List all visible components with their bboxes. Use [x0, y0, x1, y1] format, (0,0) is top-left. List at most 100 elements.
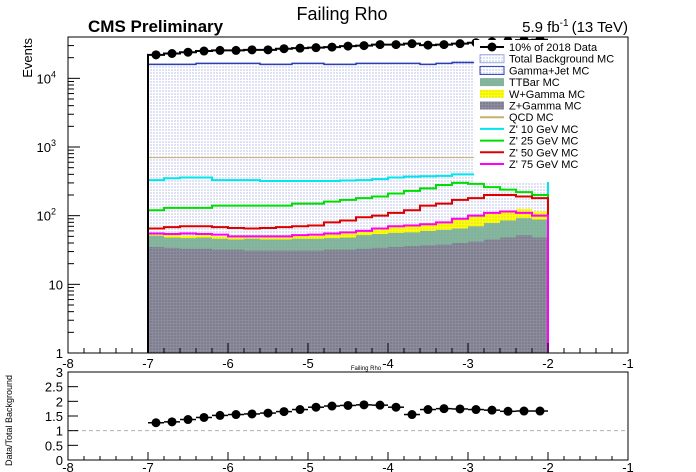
gammajet-legend-label: Gamma+Jet MC — [509, 65, 589, 77]
ratio-x-tick-label: -6 — [222, 460, 234, 472]
ratio-point — [439, 404, 449, 414]
lumi-value: 5.9 fb — [522, 19, 560, 36]
x-axis-title: Failing Rho — [351, 366, 382, 372]
zp10-legend-label: Z' 10 GeV MC — [509, 124, 578, 136]
zgamma-bar — [244, 250, 260, 353]
ratio-point — [503, 406, 513, 416]
data-point — [327, 42, 337, 52]
zgamma-bar — [340, 249, 356, 353]
zp50-legend-label: Z' 50 GeV MC — [509, 147, 578, 159]
zgamma-bar — [500, 237, 516, 353]
zp75-legend-label: Z' 75 GeV MC — [509, 159, 578, 171]
total_bkg-legend-label: Total Background MC — [509, 54, 614, 66]
ratio-point — [215, 410, 225, 420]
zgamma-legend-label: Z+Gamma MC — [509, 101, 581, 113]
ratio-point — [375, 400, 385, 410]
y-tick-label: 102 — [37, 207, 56, 224]
zgamma-bar — [308, 250, 324, 353]
ratio-point — [471, 405, 481, 415]
wgamma-legend-label: W+Gamma MC — [509, 89, 585, 101]
x-tick-label: -2 — [542, 356, 554, 371]
zgamma-bar — [180, 248, 196, 353]
zgamma-bar — [260, 250, 276, 353]
data-point — [391, 40, 401, 50]
x-tick-label: -5 — [302, 356, 314, 371]
ratio-plot-panel: 00.511.522.53 -8 -7 -6 -5 -4 -3 -2 -1 Data/Total … — [4, 365, 634, 472]
data-point — [183, 47, 193, 57]
y-tick-label: 1 — [56, 346, 63, 361]
y-tick-label: 104 — [37, 69, 56, 86]
data-point — [215, 45, 225, 55]
ratio-y-tick-label: 0 — [56, 453, 63, 468]
data-point — [199, 46, 209, 56]
ratio-x-tick-label: -2 — [542, 460, 554, 472]
data-point — [343, 41, 353, 51]
gammajet-legend-symbol — [479, 65, 505, 75]
zp25-legend-label: Z' 25 GeV MC — [509, 136, 578, 148]
zgamma-bar — [164, 247, 180, 353]
ratio-y-tick-label: 0.5 — [45, 438, 63, 453]
ratio-y-tick-label: 2 — [56, 394, 63, 409]
ratio-x-tick-label: -1 — [622, 460, 634, 472]
data-point — [151, 50, 161, 60]
data-point — [359, 41, 369, 51]
y-tick-label: 10 — [49, 277, 63, 292]
ratio-y-tick-label: 1 — [56, 424, 63, 439]
zgamma-bar — [468, 241, 484, 353]
y-tick-exp: 3 — [51, 138, 56, 148]
y-axis-title: Events — [20, 38, 35, 78]
ratio-y-axis-title: Data/Total Background — [4, 375, 14, 466]
ratio-point — [407, 410, 417, 420]
data-point — [439, 40, 449, 50]
zp75-line — [147, 210, 549, 353]
zgamma-bar — [404, 246, 420, 353]
zgamma-legend-symbol — [480, 101, 504, 110]
ratio-point — [199, 412, 209, 422]
y-tick-exp: 4 — [51, 69, 56, 79]
data-point — [247, 45, 257, 55]
lumi-label: 5.9 fb-1 (13 TeV) — [522, 18, 628, 36]
ratio-x-tick-label: -5 — [302, 460, 314, 472]
legend-box — [474, 40, 626, 182]
data-point — [311, 43, 321, 53]
ratio-x-tick-label: -3 — [462, 460, 474, 472]
zgamma-bar — [420, 245, 436, 353]
zgamma-bar — [196, 248, 212, 353]
ratio-point — [423, 405, 433, 415]
ratio-point — [263, 408, 273, 418]
y-tick-base: 10 — [37, 140, 51, 155]
zgamma-bar — [372, 247, 388, 353]
x-tick-label: -4 — [382, 356, 394, 371]
ttbar-legend-label: TTBar MC — [509, 77, 560, 89]
data-point — [423, 40, 433, 50]
ratio-point — [343, 400, 353, 410]
chart-title: Failing Rho — [296, 4, 387, 24]
data-legend-symbol — [480, 42, 504, 52]
ratio-point — [487, 405, 497, 415]
lumi-exponent: -1 — [560, 18, 569, 29]
ratio-x-tick-label: -4 — [382, 460, 394, 472]
total_bkg-legend-symbol — [479, 54, 505, 64]
ratio-point — [183, 415, 193, 425]
zgamma-bar — [388, 246, 404, 353]
x-tick-label: -1 — [622, 356, 634, 371]
ratio-point — [151, 418, 161, 428]
experiment-label: CMS Preliminary — [88, 17, 224, 36]
ratio-point — [535, 406, 545, 416]
ratio-x-tick-label: -8 — [62, 460, 74, 472]
zgamma-bar — [276, 250, 292, 353]
ratio-point — [359, 400, 369, 410]
data-point — [231, 45, 241, 55]
data-point — [279, 44, 289, 54]
ratio-point — [327, 401, 337, 411]
ratio-point — [247, 409, 257, 419]
ratio-point — [519, 406, 529, 416]
ratio-point — [279, 407, 289, 417]
ratio-frame — [67, 371, 629, 461]
ratio-x-tick-label: -7 — [142, 460, 154, 472]
zgamma-bar — [212, 249, 228, 353]
zgamma-bar — [484, 239, 500, 353]
data-point — [375, 40, 385, 50]
zgamma-bar — [516, 235, 532, 353]
